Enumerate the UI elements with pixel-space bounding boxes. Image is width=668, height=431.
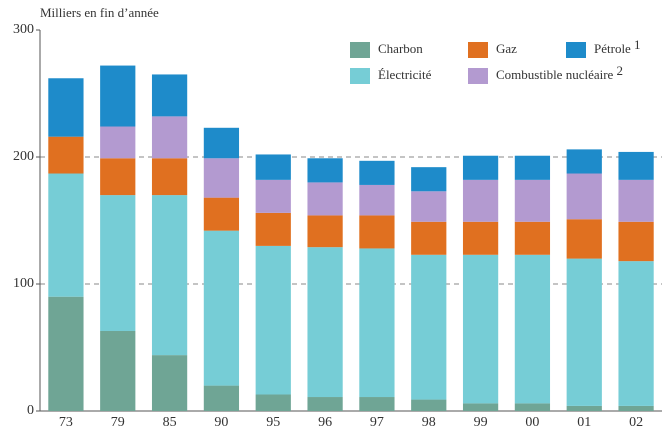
bar-segment [151, 116, 188, 159]
legend-swatch [566, 42, 586, 58]
bar-segment [411, 399, 447, 411]
x-tick-label: 73 [59, 415, 73, 430]
bar-segment [462, 179, 499, 222]
legend-swatch [350, 68, 370, 84]
bar-segment [307, 215, 343, 248]
bar-segment [514, 221, 551, 255]
bar-segment [566, 149, 602, 174]
legend-note: 1 [634, 37, 641, 52]
bar-segment [514, 254, 551, 404]
x-tick-label: 97 [370, 415, 384, 430]
bar-segment [411, 254, 447, 400]
bar-segment [618, 405, 654, 411]
chart-subtitle: Milliers en fin d’année [40, 5, 159, 20]
bar-segment [359, 248, 395, 398]
bar-segment [618, 261, 654, 406]
legend-swatch [468, 42, 488, 58]
bar-segment [514, 155, 551, 180]
y-tick-label: 0 [27, 403, 34, 418]
bar-segment [307, 182, 343, 216]
bar-segment [566, 219, 602, 259]
bar-segment [151, 158, 188, 196]
x-tick-label: 00 [525, 415, 539, 430]
legend-label: Électricité [378, 67, 432, 82]
bar-segment [307, 247, 343, 398]
bar-segment [203, 197, 240, 231]
y-tick-label: 300 [13, 22, 34, 37]
bar-segment [100, 330, 136, 411]
bar-segment [618, 221, 654, 262]
bar-segment [203, 158, 240, 198]
legend-swatch [350, 42, 370, 58]
bar-segment [100, 126, 136, 159]
bar-segment [255, 245, 291, 395]
bar-segment [462, 403, 499, 411]
bar-segment [462, 155, 499, 180]
bar-segment [462, 221, 499, 255]
x-tick-label: 96 [318, 415, 332, 430]
bar-segment [100, 195, 136, 331]
bar-segment [48, 136, 84, 174]
bar-segment [359, 184, 395, 216]
bar-segment [359, 160, 395, 185]
bar-segment [255, 179, 291, 213]
bar-segment [151, 195, 188, 356]
legend-swatch [468, 68, 488, 84]
x-tick-label: 01 [577, 415, 591, 430]
bar-segment [151, 74, 188, 117]
bar-segment [359, 215, 395, 249]
legend-note: 2 [617, 63, 624, 78]
x-tick-label: 85 [163, 415, 177, 430]
bar-segment [359, 397, 395, 411]
bar-segment [566, 405, 602, 411]
bar-segment [618, 179, 654, 222]
bar-segment [48, 296, 84, 411]
bar-segment [462, 254, 499, 404]
bar-segment [151, 355, 188, 411]
legend-label: Gaz [496, 41, 517, 56]
x-tick-label: 99 [474, 415, 488, 430]
y-tick-label: 100 [13, 276, 34, 291]
bar-segment [307, 158, 343, 183]
x-tick-label: 90 [214, 415, 228, 430]
bar-segment [618, 151, 654, 180]
legend-label: Pétrole [594, 41, 631, 56]
y-tick-label: 200 [13, 149, 34, 164]
bar-segment [48, 78, 84, 137]
bar-segment [514, 403, 551, 411]
legend-label: Charbon [378, 41, 423, 56]
bar-segment [411, 167, 447, 192]
bar-segment [255, 394, 291, 411]
legend-label: Combustible nucléaire [496, 67, 614, 82]
x-tick-label: 95 [266, 415, 280, 430]
bar-segment [307, 397, 343, 411]
bar-segment [203, 385, 240, 411]
x-tick-label: 98 [422, 415, 436, 430]
bar-segment [566, 173, 602, 220]
bar-segment [255, 212, 291, 246]
bar-segment [203, 230, 240, 386]
bar-segment [514, 179, 551, 222]
x-tick-label: 02 [629, 415, 643, 430]
bar-segment [48, 173, 84, 297]
bar-segment [566, 258, 602, 406]
bar-segment [411, 191, 447, 222]
bar-segment [411, 221, 447, 255]
bar-segment [255, 154, 291, 180]
x-tick-label: 79 [111, 415, 125, 430]
bar-segment [203, 127, 240, 159]
bar-segment [100, 158, 136, 196]
bar-segment [100, 65, 136, 127]
